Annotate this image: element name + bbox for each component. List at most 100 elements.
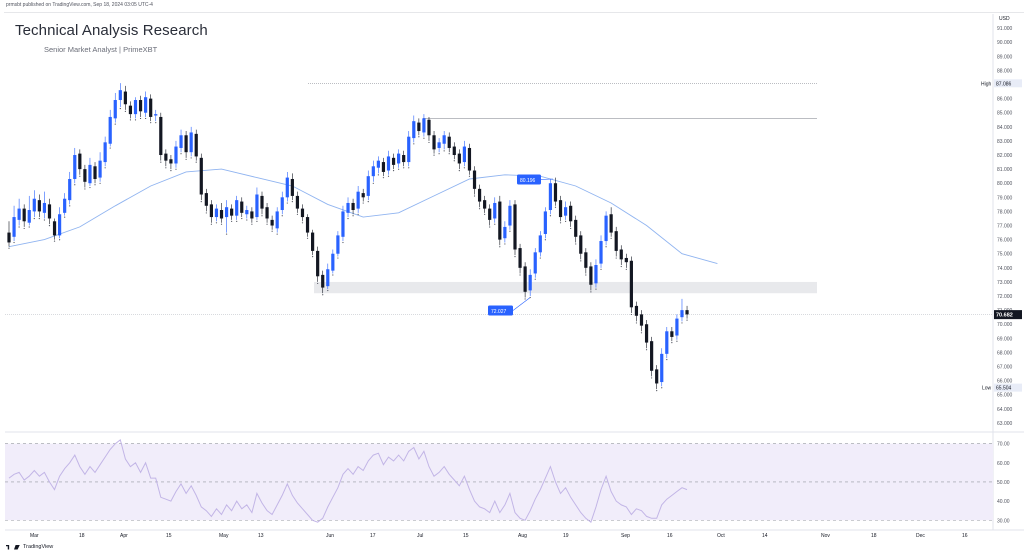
candle-bull bbox=[235, 200, 239, 216]
candle-low-marker bbox=[458, 170, 460, 172]
candle-bull bbox=[88, 164, 92, 184]
candle-low-marker bbox=[145, 117, 147, 120]
price-tick-label: 78.000 bbox=[997, 209, 1013, 215]
candle-low-marker bbox=[575, 243, 577, 245]
candle-low-marker bbox=[33, 217, 35, 220]
candle-low-marker bbox=[418, 136, 420, 138]
candle-low-marker bbox=[59, 239, 61, 241]
time-tick-label: Sep bbox=[621, 533, 630, 539]
candle-low-marker bbox=[134, 119, 137, 121]
time-tick-label: Jul bbox=[417, 533, 423, 539]
price-tick-label: 69.000 bbox=[997, 336, 1013, 342]
candle-low-marker bbox=[286, 202, 288, 204]
time-tick-label: Dec bbox=[916, 533, 925, 539]
candle-low-marker bbox=[428, 141, 430, 144]
candle-low-marker bbox=[210, 223, 212, 225]
candle-bear bbox=[290, 178, 294, 196]
candle-bear bbox=[447, 136, 451, 148]
candle-bull bbox=[103, 142, 107, 163]
candle-low-marker bbox=[251, 223, 253, 225]
candle-bear bbox=[265, 207, 269, 219]
candle-bull bbox=[412, 121, 416, 139]
candle-low-marker bbox=[352, 215, 354, 217]
candle-bull bbox=[280, 197, 284, 211]
candle-low-marker bbox=[367, 201, 369, 203]
candle-bear bbox=[22, 208, 26, 222]
candle-low-marker bbox=[468, 175, 471, 177]
price-tick-label: 88.000 bbox=[997, 68, 1013, 74]
time-tick-label: Nov bbox=[821, 533, 830, 539]
candle-bull bbox=[564, 207, 568, 216]
candle-low-marker bbox=[448, 153, 450, 155]
candle-low-marker bbox=[661, 387, 663, 389]
rsi-tick-label: 40.00 bbox=[997, 499, 1010, 505]
candle-bull bbox=[533, 252, 537, 274]
candle-bull bbox=[346, 202, 350, 213]
candle-low-marker bbox=[585, 274, 587, 276]
candle-low-marker bbox=[489, 226, 491, 228]
high-tag-label: High bbox=[981, 81, 992, 87]
price-tick-label: 67.000 bbox=[997, 365, 1013, 371]
candle-bull bbox=[493, 202, 497, 219]
candle-bear bbox=[584, 252, 588, 268]
candle-low-marker bbox=[69, 205, 71, 207]
candle-low-marker bbox=[484, 213, 486, 215]
candle-low-marker bbox=[231, 220, 233, 222]
candle-bull bbox=[98, 160, 102, 178]
candle-bear bbox=[311, 232, 315, 251]
candle-low-marker bbox=[408, 167, 410, 169]
candle-bull bbox=[508, 205, 512, 226]
candle-bear bbox=[321, 274, 325, 288]
candle-low-marker bbox=[559, 222, 562, 224]
candle-low-marker bbox=[686, 319, 688, 321]
candle-bull bbox=[326, 269, 330, 287]
tradingview-logo[interactable]: TradingView bbox=[6, 544, 53, 550]
candle-low-marker bbox=[640, 332, 643, 334]
annotation-trough-box[interactable] bbox=[488, 305, 513, 316]
time-tick-label: Aug bbox=[518, 533, 527, 539]
candle-low-marker bbox=[64, 216, 66, 218]
candle-low-marker bbox=[256, 220, 258, 222]
candle-bear bbox=[240, 201, 244, 213]
candle-bull bbox=[538, 235, 542, 253]
annotation-peak-box[interactable] bbox=[517, 174, 541, 185]
candle-bull bbox=[144, 97, 148, 113]
candle-low-marker bbox=[190, 157, 192, 159]
candle-bull bbox=[27, 210, 31, 223]
candle-low-marker bbox=[337, 257, 339, 259]
candle-bull bbox=[154, 114, 158, 116]
candle-bear bbox=[477, 188, 482, 202]
candle-low-marker bbox=[494, 223, 496, 225]
candle-low-marker bbox=[615, 257, 617, 259]
price-tick-label: 91.000 bbox=[997, 26, 1013, 32]
candle-low-marker bbox=[509, 230, 511, 232]
candle-low-marker bbox=[241, 217, 243, 220]
candle-bear bbox=[270, 219, 274, 226]
candle-low-marker bbox=[332, 274, 334, 276]
candle-low-marker bbox=[276, 233, 278, 235]
price-tick-label: 72.000 bbox=[997, 294, 1013, 300]
candle-bull bbox=[255, 194, 259, 218]
candle-low-marker bbox=[478, 208, 481, 210]
candle-bull bbox=[108, 116, 112, 144]
candle-bull bbox=[397, 153, 401, 164]
candle-bull bbox=[118, 90, 122, 101]
candle-bear bbox=[614, 231, 618, 251]
candle-low-marker bbox=[43, 219, 46, 221]
candle-bull bbox=[386, 156, 391, 171]
candle-bear bbox=[159, 116, 163, 156]
candle-low-marker bbox=[23, 227, 25, 230]
candle-bear bbox=[199, 157, 203, 195]
candle-bear bbox=[452, 146, 456, 156]
candle-low-marker bbox=[544, 239, 546, 241]
candle-low-marker bbox=[377, 174, 379, 176]
time-tick-label: 15 bbox=[463, 533, 469, 539]
candle-low-marker bbox=[155, 122, 157, 124]
candle-low-marker bbox=[610, 237, 612, 239]
candle-low-marker bbox=[549, 215, 552, 217]
brand-name: TradingView bbox=[23, 544, 54, 550]
candle-low-marker bbox=[590, 291, 592, 293]
candle-bear bbox=[219, 210, 224, 219]
candle-bear bbox=[402, 155, 406, 163]
